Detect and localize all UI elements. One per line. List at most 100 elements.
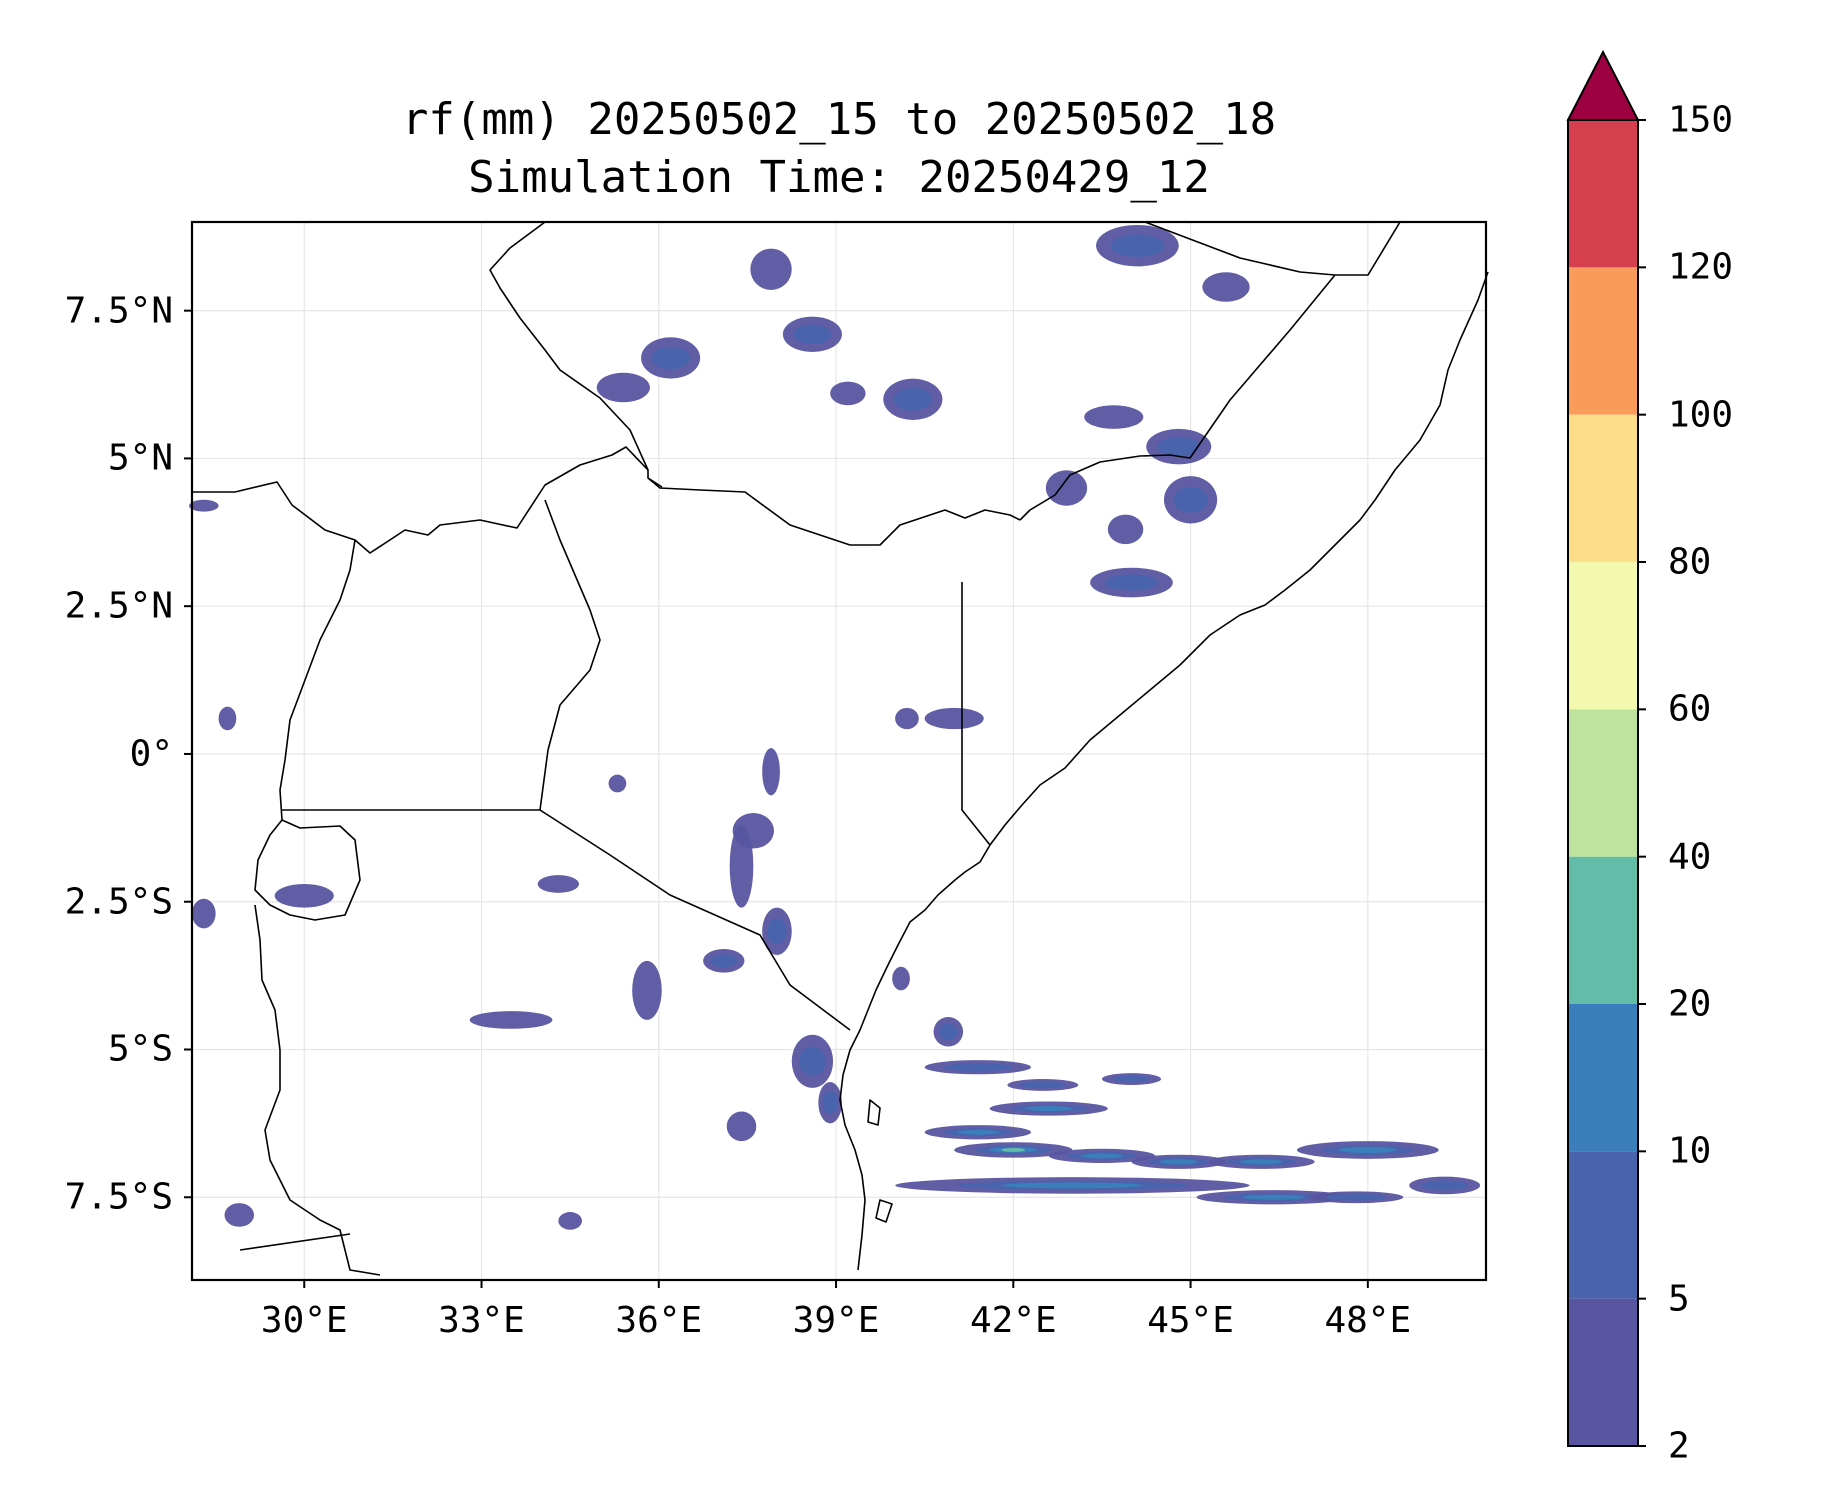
rain-cell-core (1157, 436, 1200, 457)
rain-cell (1107, 514, 1144, 545)
colorbar-tick-label: 20 (1668, 983, 1712, 1025)
mafia-island (875, 1199, 893, 1223)
colorbar (1566, 49, 1646, 1447)
ethiopia-somaliland-border (1144, 221, 1336, 276)
lat-tick-label: 5°S (107, 1028, 173, 1070)
rain-cell-core (1173, 486, 1208, 513)
rain-cell (750, 248, 792, 290)
rain-cell-core (1110, 234, 1165, 258)
rain-cell (537, 875, 580, 893)
lon-tick-label: 45°E (1147, 1300, 1234, 1341)
rain-cell-core (1339, 1146, 1397, 1154)
lon-tick-label: 39°E (792, 1300, 880, 1341)
lon-tick-label: 48°E (1324, 1300, 1412, 1341)
colorbar-segment (1568, 562, 1638, 710)
colorbar-extend-arrow (1566, 49, 1640, 121)
kenya-tanzania-border (539, 809, 851, 1031)
rain-cell (892, 966, 910, 991)
uganda-kenya-border (539, 499, 601, 811)
rain-cell (596, 372, 650, 403)
east-african-coastline (839, 271, 1489, 1271)
colorbar-tick-label: 100 (1668, 394, 1734, 436)
rain-cell-core (1112, 1075, 1151, 1083)
rain-cell-core (793, 324, 832, 345)
rain-cell-core (710, 954, 738, 968)
lon-tick-label: 30°E (260, 1300, 348, 1341)
uganda-drc-border (279, 539, 356, 821)
rain-cell (469, 1011, 553, 1029)
kenya-somalia-border (961, 582, 991, 846)
ethiopia-kenya-border (647, 477, 1021, 546)
colorbar-segment (1568, 856, 1638, 1004)
colorbar-tick-label: 80 (1668, 541, 1712, 583)
rain-cell (189, 499, 219, 512)
rain-cell-core (1325, 1194, 1387, 1201)
zanzibar-island (867, 1099, 881, 1126)
rain-cell (1045, 470, 1088, 506)
tanzania-drc-border (254, 904, 381, 1276)
colorbar-segment (1568, 414, 1638, 562)
colorbar-tick-label: 10 (1668, 1130, 1712, 1172)
rain-cell (608, 774, 627, 793)
colorbar-tick-label: 5 (1668, 1278, 1690, 1320)
rain-cell (830, 381, 866, 406)
colorbar-segment (1568, 267, 1638, 415)
rain-cell (558, 1212, 582, 1230)
south-sudan-uganda-border (192, 446, 663, 554)
tanzania-zambia-border (239, 1233, 351, 1251)
lat-tick-label: 7.5°S (64, 1176, 173, 1218)
axis-ticks (184, 309, 1369, 1288)
rain-cell-core (1104, 574, 1159, 591)
rain-cell-core (956, 1129, 1000, 1135)
rain-cell (224, 1203, 255, 1227)
rain-cell (924, 707, 984, 730)
colorbar-tick-label: 2 (1668, 1425, 1690, 1467)
lon-tick-label: 33°E (438, 1300, 525, 1341)
colorbar-segment (1568, 1004, 1638, 1152)
rain-cell-core (938, 1023, 958, 1040)
rain-cell-core (651, 346, 690, 370)
lat-tick-label: 0° (129, 733, 173, 775)
rain-cell-core (1025, 1106, 1073, 1112)
lon-tick-label: 36°E (615, 1300, 703, 1341)
map-gridlines (192, 222, 1486, 1280)
rain-cell (1084, 405, 1144, 429)
rain-cell-core (1242, 1194, 1305, 1200)
rain-cell (274, 883, 334, 908)
rain-cell-core (798, 1046, 826, 1076)
rain-cell (762, 748, 780, 796)
colorbar-segment (1568, 1298, 1638, 1446)
rainfall-field (189, 224, 1481, 1230)
ethiopia-sudan-border (489, 221, 649, 471)
rain-cell (218, 706, 237, 731)
lat-tick-label: 7.5°N (64, 290, 173, 332)
colorbar-tick-label: 120 (1668, 246, 1734, 288)
colorbar-tick-label: 40 (1668, 836, 1712, 878)
colorbar-frame (1567, 119, 1639, 1447)
lon-tick-label: 42°E (969, 1300, 1057, 1341)
lat-tick-label: 2.5°N (64, 585, 173, 627)
rain-cell-core (1421, 1180, 1468, 1191)
map-title: rf(mm) 20250502_15 to 20250502_18 (401, 94, 1277, 145)
rain-cell-core (767, 918, 787, 945)
rain-cell (1202, 272, 1250, 302)
simulation-time-subtitle: Simulation Time: 20250429_12 (468, 152, 1210, 203)
colorbar-tick-label: 150 (1668, 99, 1734, 141)
rain-cell-core (893, 387, 933, 411)
rain-cell (632, 960, 662, 1020)
rain-cell (726, 1111, 757, 1142)
colorbar-segment (1568, 1151, 1638, 1299)
country-borders (192, 221, 1489, 1276)
lat-tick-label: 5°N (107, 437, 173, 479)
lat-tick-label: 2.5°S (64, 881, 173, 923)
rwanda-burundi-outline (254, 819, 361, 921)
rain-cell (895, 707, 919, 730)
rain-cell-core (1240, 1159, 1283, 1165)
rain-cell-core (1019, 1081, 1066, 1089)
rain-cell-core (1080, 1153, 1124, 1159)
rain-cell-core (1001, 1148, 1026, 1152)
map-frame (190, 220, 1488, 1282)
colorbar-tick-label: 60 (1668, 688, 1712, 730)
colorbar-segment (1568, 709, 1638, 857)
